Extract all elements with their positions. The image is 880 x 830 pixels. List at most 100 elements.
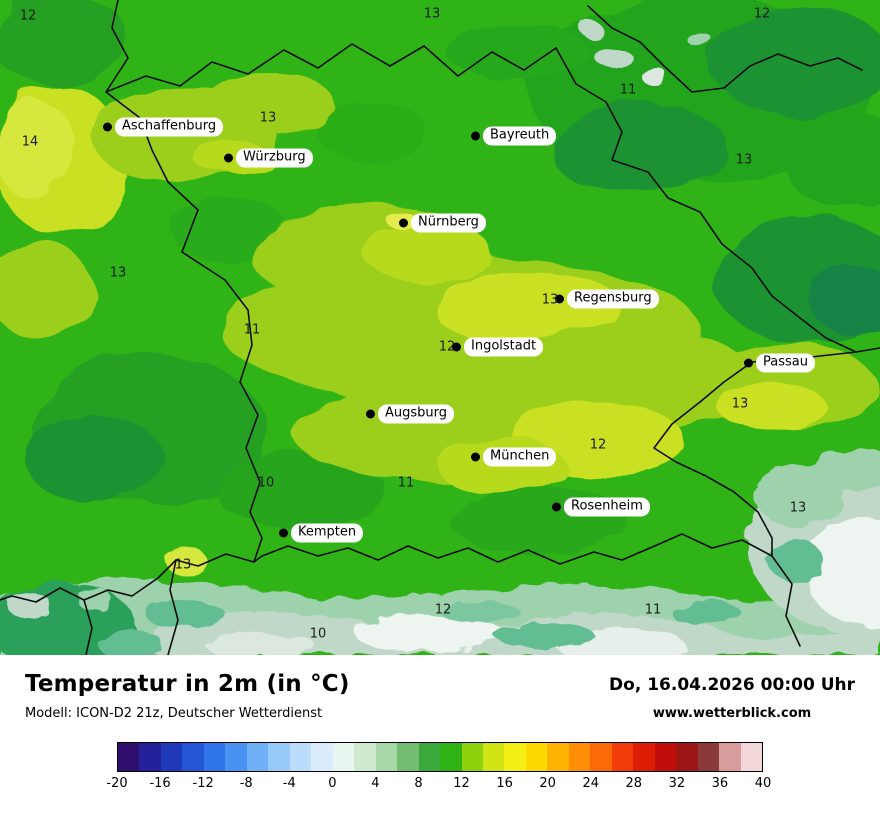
- color-scale-cell: [246, 743, 269, 771]
- color-scale-cell: [568, 743, 591, 771]
- city-label: Ingolstadt: [464, 337, 544, 357]
- color-scale-cell: [654, 743, 677, 771]
- color-scale-bar: [117, 742, 763, 772]
- color-scale-cell: [547, 743, 569, 771]
- color-scale-tick: 36: [711, 776, 729, 791]
- city-marker: Würzburg: [224, 148, 313, 168]
- temperature-value: 12: [589, 437, 607, 453]
- city-label: Regensburg: [567, 289, 659, 309]
- temperature-value: 13: [789, 500, 807, 516]
- color-scale-tick: 40: [754, 776, 772, 791]
- city-label: Rosenheim: [564, 497, 650, 517]
- temperature-value: 13: [423, 6, 441, 22]
- city-dot: [103, 122, 112, 132]
- color-scale-cell: [676, 743, 698, 771]
- city-dot: [555, 294, 564, 304]
- temperature-value: 12: [19, 8, 37, 24]
- color-scale-cell: [719, 743, 741, 771]
- color-scale-tick: -12: [192, 776, 214, 791]
- city-dot: [552, 502, 561, 512]
- color-scale-legend: -20 -16 -12 -8 -4 0 4 8 12 16 20 24 28 32 36 40: [106, 742, 771, 796]
- forecast-datetime: Do, 16.04.2026 00:00 Uhr: [609, 675, 855, 695]
- color-scale-cell: [440, 743, 462, 771]
- color-scale-cell: [289, 743, 312, 771]
- footer: Temperatur in 2m (in °C) Modell: ICON-D2…: [0, 655, 880, 796]
- color-scale-cell: [418, 743, 441, 771]
- color-scale-tick: -8: [239, 776, 253, 791]
- color-scale-cell: [354, 743, 376, 771]
- temperature-value: 11: [619, 82, 637, 98]
- city-marker: Rosenheim: [552, 497, 650, 517]
- temperature-value: 11: [644, 602, 662, 618]
- city-marker: Bayreuth: [471, 126, 557, 146]
- color-scale-cell: [375, 743, 398, 771]
- temperature-value: 11: [397, 475, 415, 491]
- city-marker: Passau: [744, 353, 815, 373]
- temperature-value: 10: [257, 475, 275, 491]
- city-marker: Regensburg: [555, 289, 659, 309]
- city-dot: [744, 358, 753, 368]
- temperature-value: 13: [259, 110, 277, 126]
- city-marker: Kempten: [279, 523, 364, 543]
- city-dot: [366, 409, 375, 419]
- temperature-value: 13: [109, 265, 127, 281]
- city-label: Nürnberg: [411, 213, 486, 233]
- color-scale-tick: -20: [106, 776, 128, 791]
- temperature-value: 13: [541, 292, 559, 308]
- temperature-value: 13: [735, 152, 753, 168]
- color-scale-tick: 8: [414, 776, 423, 791]
- color-scale-cell: [461, 743, 483, 771]
- city-label: Würzburg: [236, 148, 313, 168]
- color-scale-tick: -4: [282, 776, 296, 791]
- temperature-value: 12: [753, 6, 771, 22]
- color-scale-tick: 12: [453, 776, 470, 791]
- city-label: Augsburg: [378, 404, 455, 424]
- city-dot: [279, 528, 288, 538]
- city-dot: [399, 218, 408, 228]
- color-scale-tick: 28: [625, 776, 643, 791]
- color-scale-cell: [139, 743, 161, 771]
- color-scale-cell: [118, 743, 140, 771]
- footer-left: Temperatur in 2m (in °C) Modell: ICON-D2…: [25, 671, 350, 721]
- temperature-value: 11: [243, 322, 261, 338]
- city-marker: Nürnberg: [399, 213, 486, 233]
- weather-map: Aschaffenburg Würzburg Bayreuth Nürnberg Reg…: [0, 0, 880, 655]
- color-scale-cell: [482, 743, 505, 771]
- city-label: München: [483, 447, 557, 467]
- color-scale-cell: [160, 743, 183, 771]
- temperature-value: 12: [434, 602, 452, 618]
- city-dot: [224, 153, 233, 163]
- city-dot: [471, 452, 480, 462]
- city-label: Bayreuth: [483, 126, 557, 146]
- map-overlay: Aschaffenburg Würzburg Bayreuth Nürnberg Reg…: [19, 6, 815, 642]
- city-marker: Ingolstadt: [452, 337, 544, 357]
- color-scale-tick: 20: [539, 776, 556, 791]
- city-marker: Aschaffenburg: [103, 117, 224, 137]
- color-scale-cell: [611, 743, 634, 771]
- color-scale-cell: [633, 743, 655, 771]
- color-scale-tick-labels: -20 -16 -12 -8 -4 0 4 8 12 16 20 24 28 32 36 40: [106, 776, 771, 796]
- color-scale-tick: 24: [582, 776, 599, 791]
- color-scale-tick: 16: [496, 776, 513, 791]
- color-scale-tick: 32: [668, 776, 686, 791]
- color-scale-cell: [268, 743, 290, 771]
- color-scale-cell: [740, 743, 763, 771]
- color-scale-cell: [590, 743, 612, 771]
- color-scale-cell: [525, 743, 548, 771]
- temperature-value: 10: [309, 626, 327, 642]
- color-scale-cell: [332, 743, 355, 771]
- color-scale-cell: [203, 743, 226, 771]
- temperature-value: 13: [174, 557, 192, 573]
- city-label: Aschaffenburg: [115, 117, 224, 137]
- color-scale-cell: [397, 743, 419, 771]
- city-marker: München: [471, 447, 557, 467]
- color-scale-tick: 4: [371, 776, 380, 791]
- footer-right: Do, 16.04.2026 00:00 Uhr www.wetterblick…: [609, 671, 855, 721]
- color-scale-cell: [311, 743, 333, 771]
- website-text: www.wetterblick.com: [652, 706, 812, 721]
- city-marker: Augsburg: [366, 404, 455, 424]
- model-info: Modell: ICON-D2 21z, Deutscher Wetterdie…: [25, 706, 323, 721]
- political-borders: [0, 0, 880, 655]
- color-scale-cell: [697, 743, 720, 771]
- city-dot: [452, 342, 461, 352]
